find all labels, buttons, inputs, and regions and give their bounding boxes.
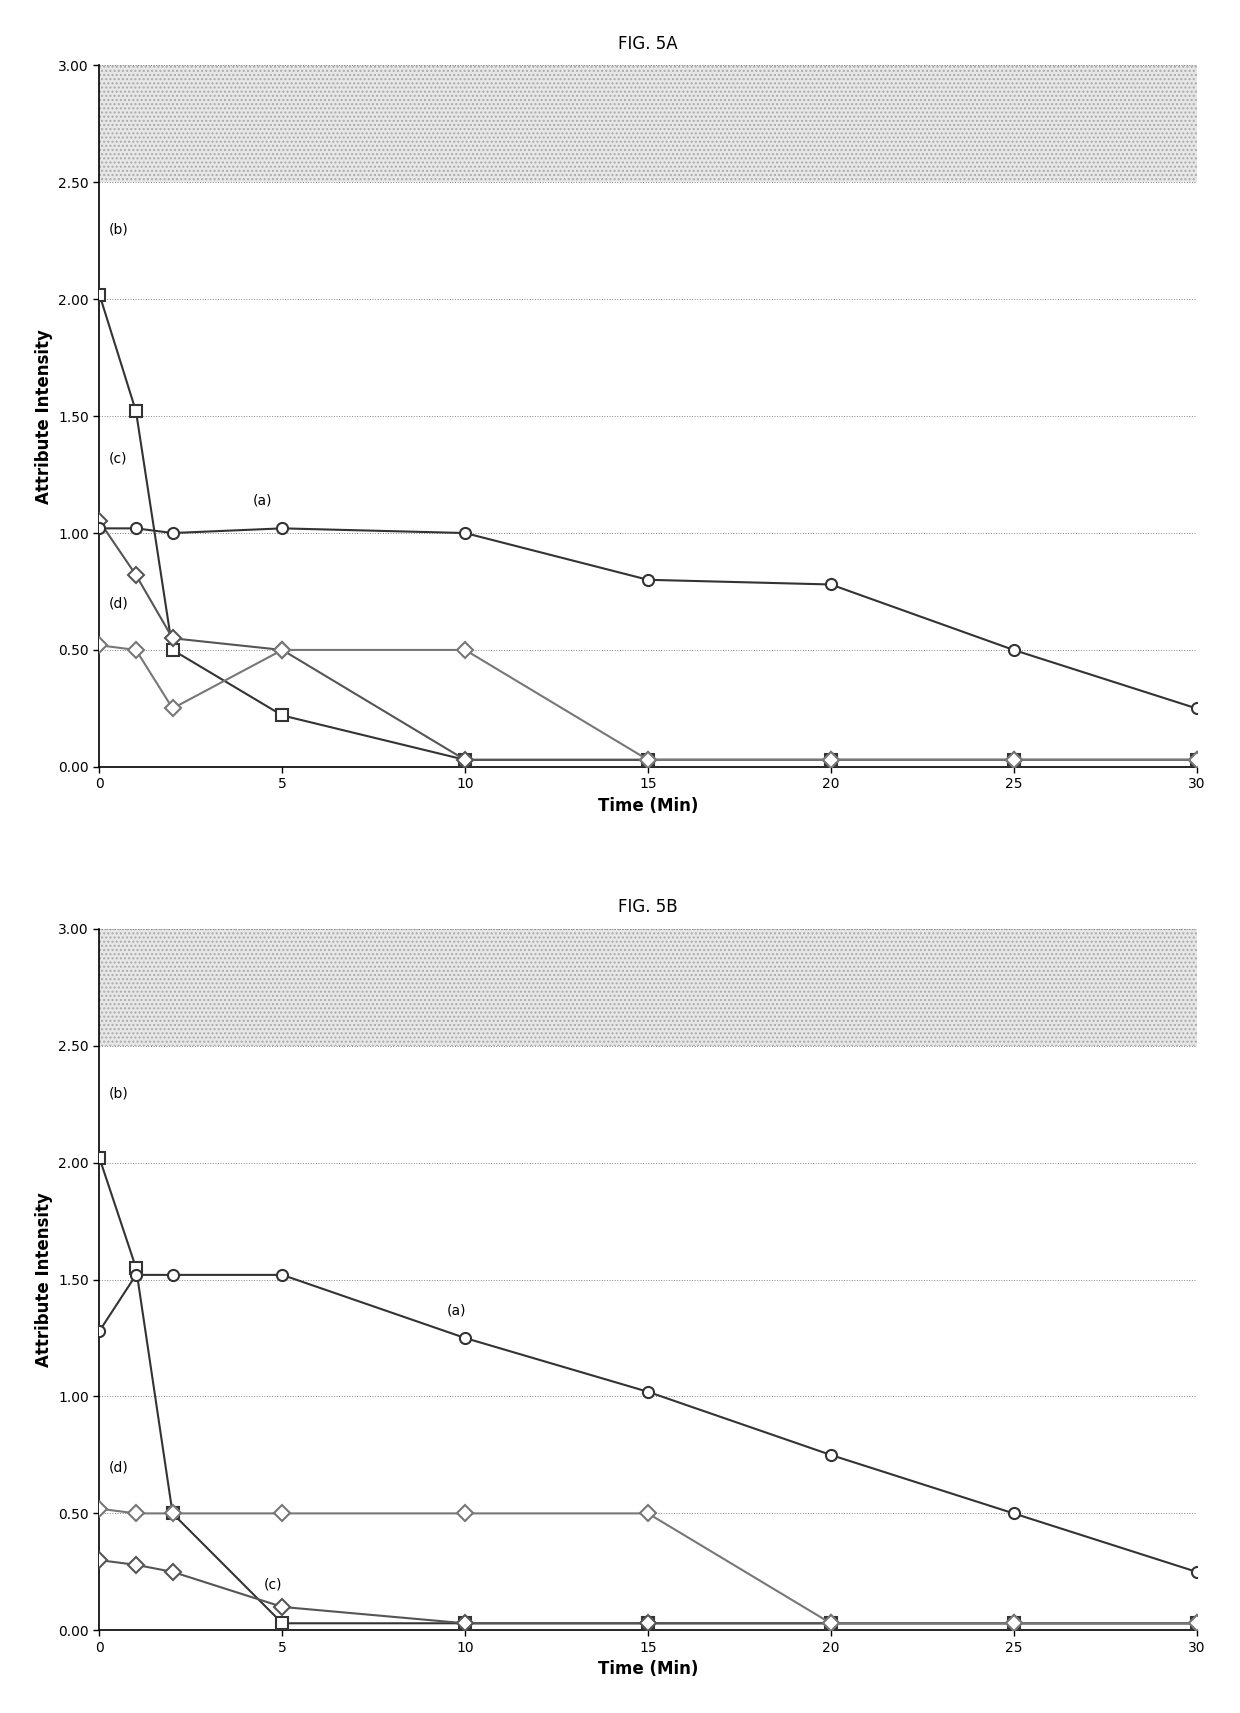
Text: (d): (d) [109, 1459, 128, 1475]
Y-axis label: Attribute Intensity: Attribute Intensity [35, 329, 53, 504]
Text: (b): (b) [109, 223, 128, 236]
Bar [99, 65, 1197, 182]
Bar [99, 928, 1197, 1045]
Bar [99, 928, 1197, 1045]
Text: (c): (c) [109, 452, 126, 466]
Text: (a): (a) [446, 1304, 466, 1317]
Title: FIG. 5B: FIG. 5B [619, 898, 678, 916]
Text: (d): (d) [109, 596, 128, 612]
Y-axis label: Attribute Intensity: Attribute Intensity [35, 1192, 53, 1367]
Text: (b): (b) [109, 1086, 128, 1100]
Title: FIG. 5A: FIG. 5A [619, 34, 678, 53]
X-axis label: Time (Min): Time (Min) [598, 797, 698, 815]
Text: (a): (a) [253, 493, 273, 509]
Text: (c): (c) [264, 1578, 283, 1591]
Bar [99, 65, 1197, 182]
X-axis label: Time (Min): Time (Min) [598, 1660, 698, 1679]
